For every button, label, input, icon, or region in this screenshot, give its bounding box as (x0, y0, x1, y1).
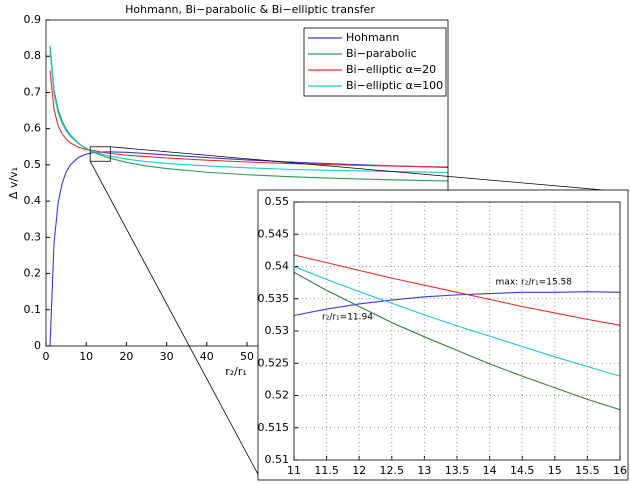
x-tick-label: 15 (548, 464, 562, 477)
x-tick-label: 13.5 (445, 464, 470, 477)
annotation: max: r₂/r₁=15.58 (496, 278, 573, 288)
inset-background (257, 189, 629, 481)
x-tick-label: 12 (352, 464, 366, 477)
chart-title: Hohmann, Bi−parabolic & Bi−elliptic tran… (125, 3, 375, 16)
y-tick-label: 0.53 (265, 324, 290, 337)
x-tick-label: 10 (79, 350, 93, 363)
plot-frame (293, 201, 621, 461)
y-tick-label: 0.535 (258, 292, 290, 305)
series-line (294, 271, 620, 411)
y-tick-label: 0 (34, 339, 41, 352)
y-tick-label: 0.7 (24, 85, 42, 98)
series-line (294, 254, 620, 326)
y-tick-label: 0.8 (24, 49, 42, 62)
y-axis-label: Δ v/v₁ (7, 167, 20, 199)
series-line (49, 151, 448, 346)
x-tick-label: 16 (613, 464, 627, 477)
x-tick-label: 11.5 (314, 464, 339, 477)
legend-label: Bi−parabolic (346, 47, 417, 60)
legend-label: Bi−elliptic α=20 (346, 63, 436, 76)
series-line (294, 265, 620, 377)
y-tick-label: 0.55 (265, 195, 290, 208)
x-tick-label: 11 (287, 464, 301, 477)
y-tick-label: 0.545 (258, 227, 290, 240)
y-tick-label: 0.1 (24, 303, 42, 316)
x-tick-label: 14 (483, 464, 497, 477)
y-tick-label: 0.54 (265, 260, 290, 273)
annotation: r₂/r₁=11.94 (322, 313, 373, 323)
y-tick-label: 0.525 (258, 356, 290, 369)
x-tick-label: 14.5 (510, 464, 535, 477)
x-tick-label: 13 (417, 464, 431, 477)
legend-label: Bi−elliptic α=100 (346, 79, 443, 92)
series-line (294, 291, 620, 317)
y-tick-label: 0.3 (24, 230, 42, 243)
x-tick-label: 20 (119, 350, 133, 363)
series-line (49, 45, 448, 182)
x-axis-label: r₂/r₁ (225, 365, 247, 378)
x-tick-label: 12.5 (380, 464, 405, 477)
y-tick-label: 0.2 (24, 267, 42, 280)
legend-label: Hohmann (346, 31, 399, 44)
y-tick-label: 0.52 (265, 389, 290, 402)
x-tick-label: 50 (240, 350, 254, 363)
y-tick-label: 0.4 (24, 194, 42, 207)
x-tick-label: 40 (200, 350, 214, 363)
x-tick-label: 30 (160, 350, 174, 363)
y-tick-label: 0.6 (24, 122, 42, 135)
y-tick-label: 0.51 (265, 453, 290, 466)
series-line (49, 70, 448, 168)
y-tick-label: 0.9 (24, 13, 42, 26)
plot-frame (45, 19, 449, 347)
zoom-connector (110, 146, 627, 193)
legend-box (303, 27, 447, 97)
zoom-connector (89, 161, 261, 479)
zoom-box (89, 146, 111, 162)
y-tick-label: 0.5 (24, 158, 42, 171)
series-line (49, 50, 448, 174)
x-tick-label: 0 (43, 350, 50, 363)
y-tick-label: 0.515 (258, 421, 290, 434)
x-tick-label: 15.5 (575, 464, 600, 477)
